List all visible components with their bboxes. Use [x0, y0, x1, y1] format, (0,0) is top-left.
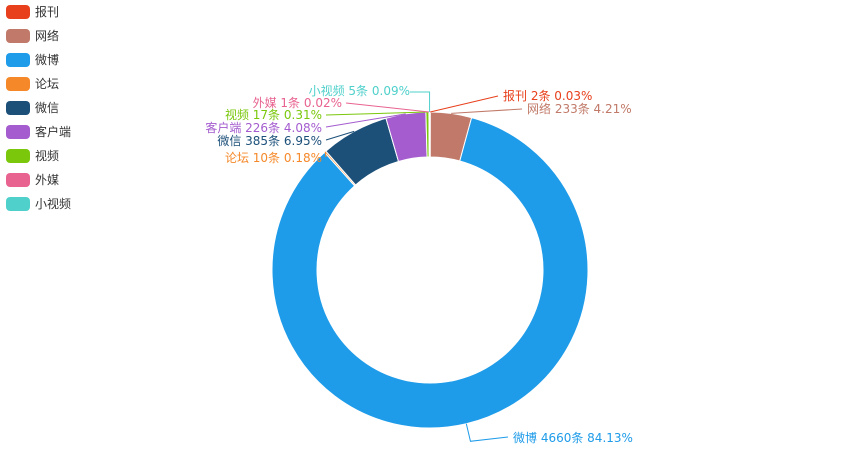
label-leader-lines [324, 91, 523, 442]
leader-line [325, 113, 406, 128]
legend-label: 论坛 [35, 77, 59, 91]
slice-label: 视频 17条 0.31% [225, 107, 322, 122]
leader-line [325, 130, 355, 141]
donut-slice-9[interactable] [428, 111, 431, 158]
legend-item[interactable]: 论坛 [6, 77, 59, 91]
legend-label: 微博 [35, 52, 59, 67]
slice-label: 报刊 2条 0.03% [503, 88, 592, 103]
legend-swatch [6, 53, 30, 67]
legend-swatch [6, 5, 30, 19]
slice-label: 论坛 10条 0.18% [225, 151, 322, 165]
legend-label: 视频 [35, 148, 59, 163]
legend-item[interactable]: 网络 [6, 28, 59, 43]
leader-line [451, 108, 523, 114]
legend-label: 微信 [35, 101, 59, 115]
legend-swatch [6, 101, 30, 115]
leader-line [324, 151, 327, 158]
legend-swatch [6, 125, 30, 139]
legend-label: 报刊 [35, 4, 59, 19]
leader-line [325, 111, 428, 116]
legend-swatch [6, 197, 30, 211]
slice-labels: 报刊 2条 0.03%网络 233条 4.21% 微博 4660条 84.13% 论… [205, 83, 633, 445]
legend-item[interactable]: 报刊 [6, 4, 59, 19]
leader-line [410, 91, 431, 113]
legend-item[interactable]: 小视频 [6, 196, 71, 211]
slice-label: 小视频 5条 0.09% [309, 83, 410, 98]
legend-swatch [6, 29, 30, 43]
donut-slice-3[interactable] [271, 116, 589, 429]
legend-label: 小视频 [35, 196, 71, 211]
slice-label: 客户端 226条 4.08% [205, 120, 322, 135]
legend-label: 客户端 [35, 124, 71, 139]
legend-item[interactable]: 客户端 [6, 124, 71, 139]
legend-swatch [6, 149, 30, 163]
legend-swatch [6, 173, 30, 187]
legend-item[interactable]: 微信 [6, 101, 59, 115]
legend-item[interactable]: 外媒 [6, 173, 59, 187]
leader-line [430, 95, 499, 113]
legend-item[interactable]: 视频 [6, 148, 59, 163]
legend-item[interactable]: 微博 [6, 52, 59, 67]
slice-label: 网络 233条 4.21% [527, 101, 632, 116]
leader-line [345, 102, 430, 113]
legend-label: 网络 [35, 28, 59, 43]
slice-label: 外媒 1条 0.02% [253, 96, 342, 110]
slice-label: 微信 385条 6.95% [217, 134, 322, 148]
leader-line [465, 423, 509, 442]
legend-label: 外媒 [35, 173, 59, 187]
slice-label: 微博 4660条 84.13% [513, 430, 633, 445]
legend-swatch [6, 77, 30, 91]
